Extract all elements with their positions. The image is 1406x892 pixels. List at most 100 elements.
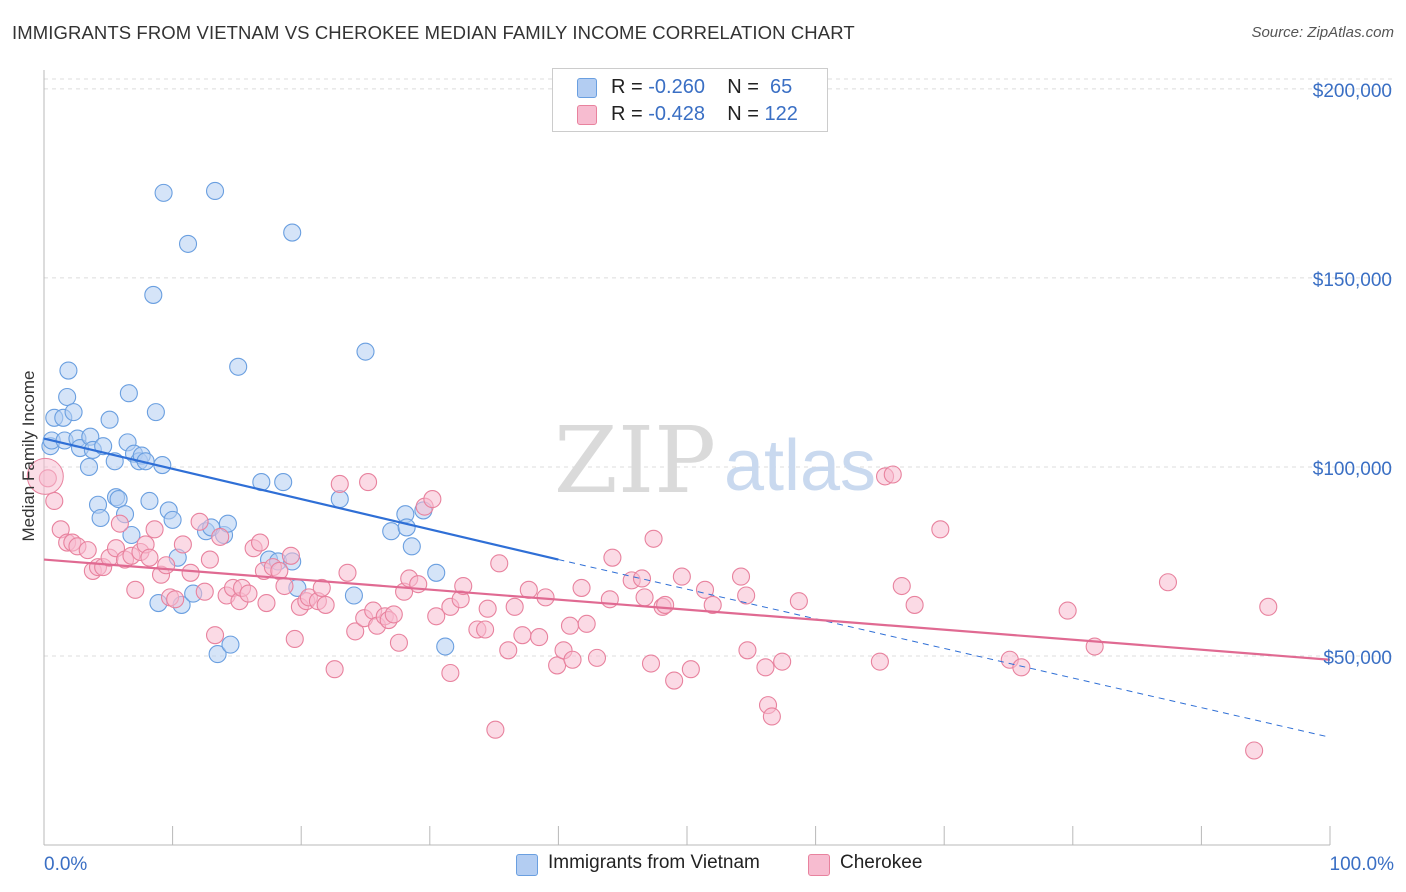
point-cherokee xyxy=(110,514,129,533)
point-cherokee xyxy=(78,541,97,560)
point-cherokee xyxy=(762,707,781,726)
legend-r-label: R = xyxy=(611,103,643,125)
point-cherokee xyxy=(1058,601,1077,620)
point-cherokee xyxy=(281,546,300,565)
point-cherokee xyxy=(505,597,524,616)
point-cherokee xyxy=(530,628,549,647)
axes xyxy=(43,70,1331,846)
y-tick-label: $100,000 xyxy=(1313,459,1392,480)
point-vietnam xyxy=(178,234,198,253)
correlation-legend: R = -0.260 N = 65 R = -0.428 N = 122 xyxy=(552,68,828,132)
point-cherokee xyxy=(257,593,276,613)
point-cherokee xyxy=(166,590,185,609)
series-label-vietnam: Immigrants from Vietnam xyxy=(548,852,760,873)
point-cherokee xyxy=(1245,741,1264,760)
point-cherokee xyxy=(641,654,661,673)
point-vietnam xyxy=(436,637,455,656)
point-cherokee xyxy=(275,576,294,596)
x-tick-label: 100.0% xyxy=(1330,854,1395,875)
point-cherokee xyxy=(665,671,684,690)
point-vietnam xyxy=(146,403,165,422)
point-vietnam xyxy=(119,384,138,403)
point-vietnam xyxy=(59,361,78,380)
point-cherokee xyxy=(250,533,270,552)
point-cherokee xyxy=(239,584,258,603)
point-cherokee xyxy=(490,554,509,573)
point-cherokee xyxy=(389,633,408,652)
chart-title: IMMIGRANTS FROM VIETNAM VS CHEROKEE MEDI… xyxy=(12,22,855,43)
tick-labels: $50,000 $100,000 $150,000 $200,000 0.0% 100.0… xyxy=(44,81,1394,875)
point-cherokee xyxy=(892,576,911,596)
point-vietnam xyxy=(109,490,128,509)
point-cherokee xyxy=(441,663,460,683)
point-vietnam xyxy=(356,342,375,361)
series-legend: Immigrants from Vietnam Cherokee xyxy=(0,852,1406,878)
point-cherokee xyxy=(883,465,902,484)
point-vietnam xyxy=(344,586,363,605)
point-cherokee xyxy=(738,641,757,660)
point-vietnam xyxy=(274,473,293,492)
y-tick-label: $200,000 xyxy=(1313,81,1392,102)
point-cherokee xyxy=(157,556,176,575)
point-vietnam xyxy=(140,491,159,511)
point-cherokee xyxy=(695,580,715,599)
point-cherokee xyxy=(703,595,722,614)
point-vietnam xyxy=(144,285,163,304)
point-cherokee xyxy=(572,578,591,597)
point-cherokee xyxy=(384,605,403,624)
point-vietnam xyxy=(283,223,302,242)
point-cherokee xyxy=(330,474,349,494)
point-vietnam xyxy=(330,490,349,509)
point-cherokee xyxy=(789,592,808,611)
legend-swatch-cherokee xyxy=(577,105,597,125)
point-cherokee xyxy=(200,550,219,569)
point-vietnam xyxy=(229,357,248,376)
point-cherokee xyxy=(205,626,225,645)
point-cherokee xyxy=(126,580,145,599)
trend-line-cherokee xyxy=(43,558,1331,661)
point-cherokee xyxy=(1158,573,1178,592)
point-cherokee xyxy=(316,595,335,614)
point-cherokee xyxy=(656,595,675,614)
point-vietnam xyxy=(91,508,110,528)
point-cherokee xyxy=(454,576,473,596)
point-vietnam xyxy=(208,645,227,664)
point-cherokee xyxy=(195,582,214,601)
point-cherokee xyxy=(1259,597,1278,616)
point-vietnam xyxy=(154,183,173,202)
point-vietnam xyxy=(382,522,401,541)
point-cherokee xyxy=(346,622,365,641)
y-axis-label: Median Family Income xyxy=(19,370,38,541)
point-vietnam xyxy=(205,181,225,201)
point-cherokee xyxy=(190,512,209,531)
trend-line-vietnam xyxy=(43,437,559,561)
point-cherokee xyxy=(731,567,751,586)
point-vietnam xyxy=(221,635,240,654)
point-cherokee xyxy=(603,548,622,567)
point-cherokee xyxy=(325,660,344,679)
point-cherokee xyxy=(756,658,775,677)
series-label-cherokee: Cherokee xyxy=(840,852,923,873)
watermark-zip: ZIP xyxy=(554,407,716,514)
source-label: Source: ZipAtlas.com xyxy=(1251,24,1394,41)
point-cherokee xyxy=(338,563,357,582)
point-cherokee xyxy=(211,527,230,546)
point-vietnam xyxy=(402,537,421,556)
trend-lines xyxy=(43,437,1331,738)
point-vietnam xyxy=(218,514,237,533)
point-cherokee xyxy=(359,473,378,492)
point-cherokee xyxy=(513,626,532,645)
point-cherokee xyxy=(905,595,924,614)
legend-n-label: N = xyxy=(727,76,759,98)
trend-line-vietnam-extension xyxy=(558,559,1331,738)
legend-n-value: 122 xyxy=(764,103,798,125)
legend-n-label: N = xyxy=(727,103,759,125)
point-cherokee xyxy=(140,548,159,567)
point-cherokee xyxy=(563,650,582,669)
point-vietnam xyxy=(100,410,119,429)
point-vietnam xyxy=(64,403,83,422)
point-cherokee xyxy=(870,652,889,671)
legend-r-value: -0.260 xyxy=(648,76,705,98)
scatter-points xyxy=(26,181,1278,760)
point-vietnam xyxy=(58,387,77,407)
